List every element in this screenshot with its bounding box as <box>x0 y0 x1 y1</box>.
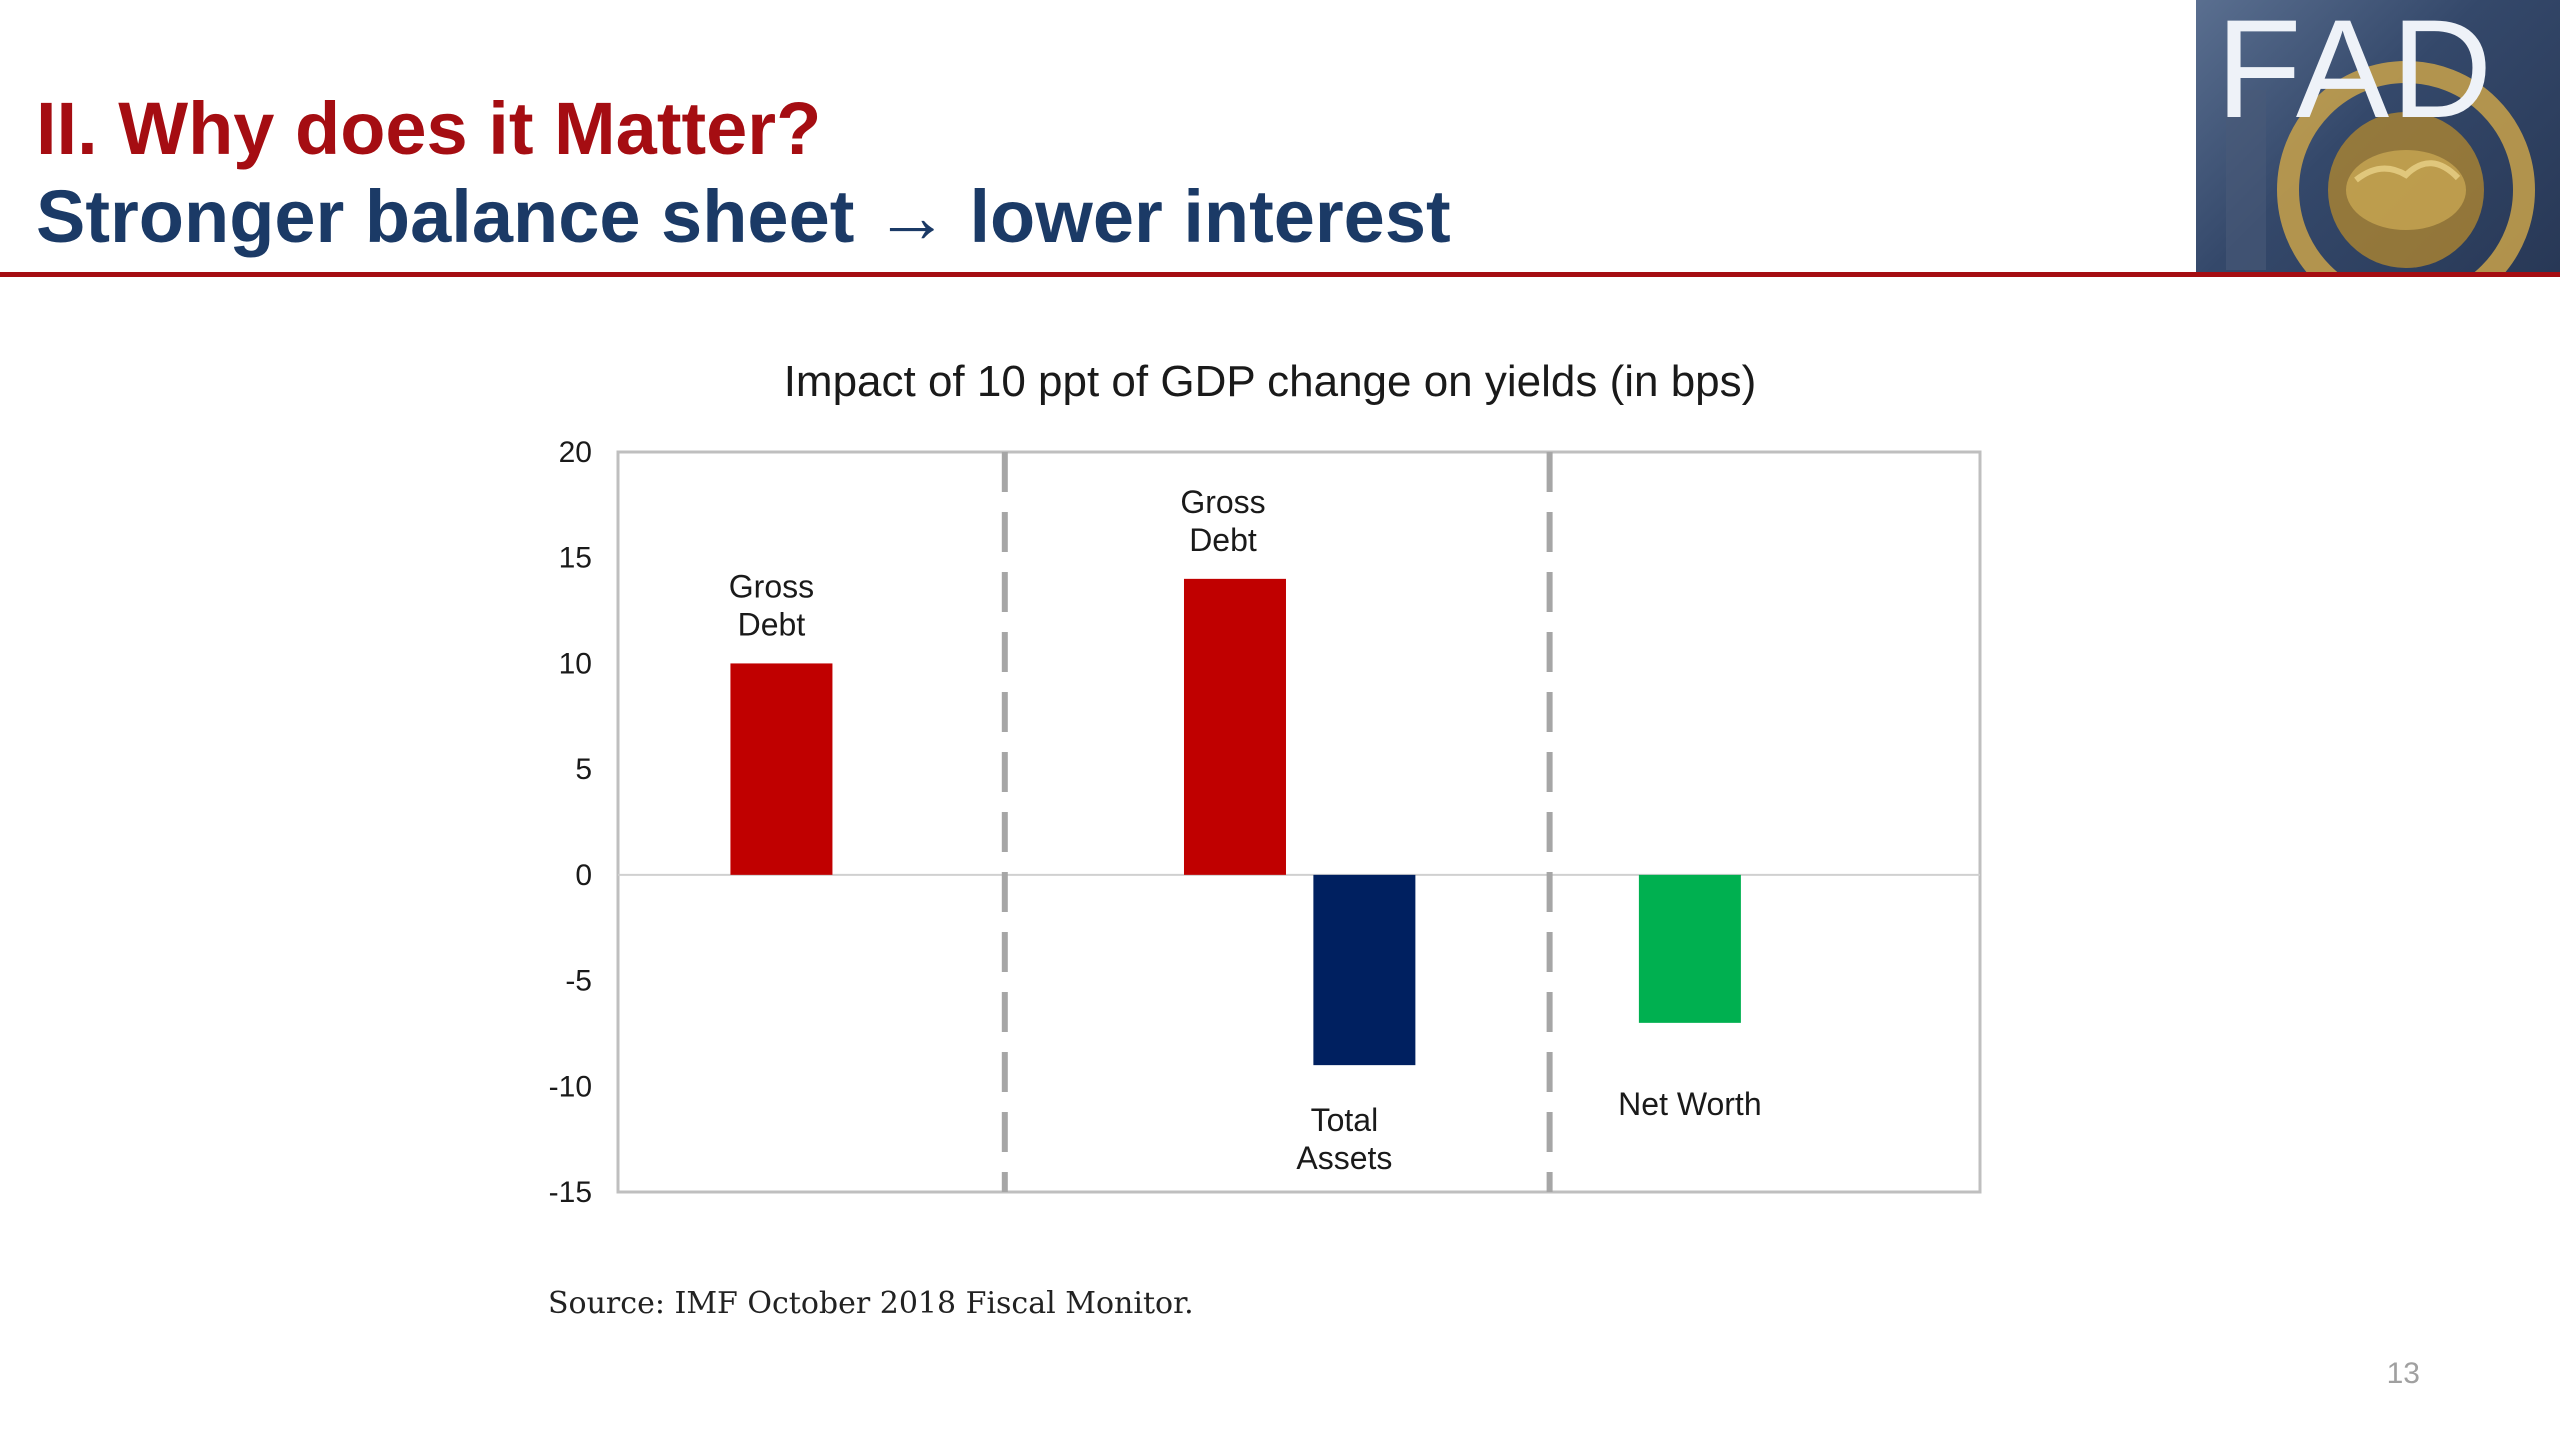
y-tick-label: -5 <box>565 965 592 998</box>
header-divider <box>0 272 2560 277</box>
chart-title: Impact of 10 ppt of GDP change on yields… <box>784 357 1757 406</box>
bar-gross-debt <box>1183 578 1286 875</box>
y-tick-label: 5 <box>575 753 592 786</box>
fad-logo: FAD <box>2196 0 2560 272</box>
panel-dividers <box>1001 452 1553 1192</box>
bar-total-assets <box>1313 874 1416 1066</box>
bar-label: Total Assets <box>1296 1102 1392 1176</box>
y-tick-label: -15 <box>549 1176 592 1209</box>
imf-seal-icon <box>2226 61 2535 272</box>
y-tick-label: 20 <box>559 436 592 469</box>
y-axis-tick-labels: 20 15 10 5 0 -5 -10 -15 <box>549 436 592 1209</box>
y-tick-label: -10 <box>549 1070 592 1103</box>
y-tick-label: 15 <box>559 542 592 575</box>
slide-title: II. Why does it Matter? <box>36 87 822 170</box>
fad-logo-text: FAD <box>2216 0 2495 147</box>
yield-impact-chart: Impact of 10 ppt of GDP change on yields… <box>549 357 1982 1209</box>
bar-net-worth <box>1638 874 1741 1023</box>
slide-subtitle: Stronger balance sheet → lower interest <box>36 175 1451 258</box>
bar-label: Net Worth <box>1618 1086 1761 1122</box>
bar-gross-debt <box>730 663 833 875</box>
source-note: Source: IMF October 2018 Fiscal Monitor. <box>548 1286 1194 1321</box>
page-number: 13 <box>2386 1357 2420 1390</box>
slide-header: II. Why does it Matter? Stronger balance… <box>0 0 2560 277</box>
bar-label: Gross Debt <box>729 568 814 642</box>
chart-bars <box>730 578 1741 1066</box>
plot-area-frame <box>616 450 1982 1194</box>
y-tick-label: 10 <box>559 647 592 680</box>
chart-bar-labels: Gross Debt Gross Debt Total Assets Net Worth <box>729 484 1762 1176</box>
y-tick-label: 0 <box>575 859 592 892</box>
bar-label: Gross Debt <box>1180 484 1265 558</box>
